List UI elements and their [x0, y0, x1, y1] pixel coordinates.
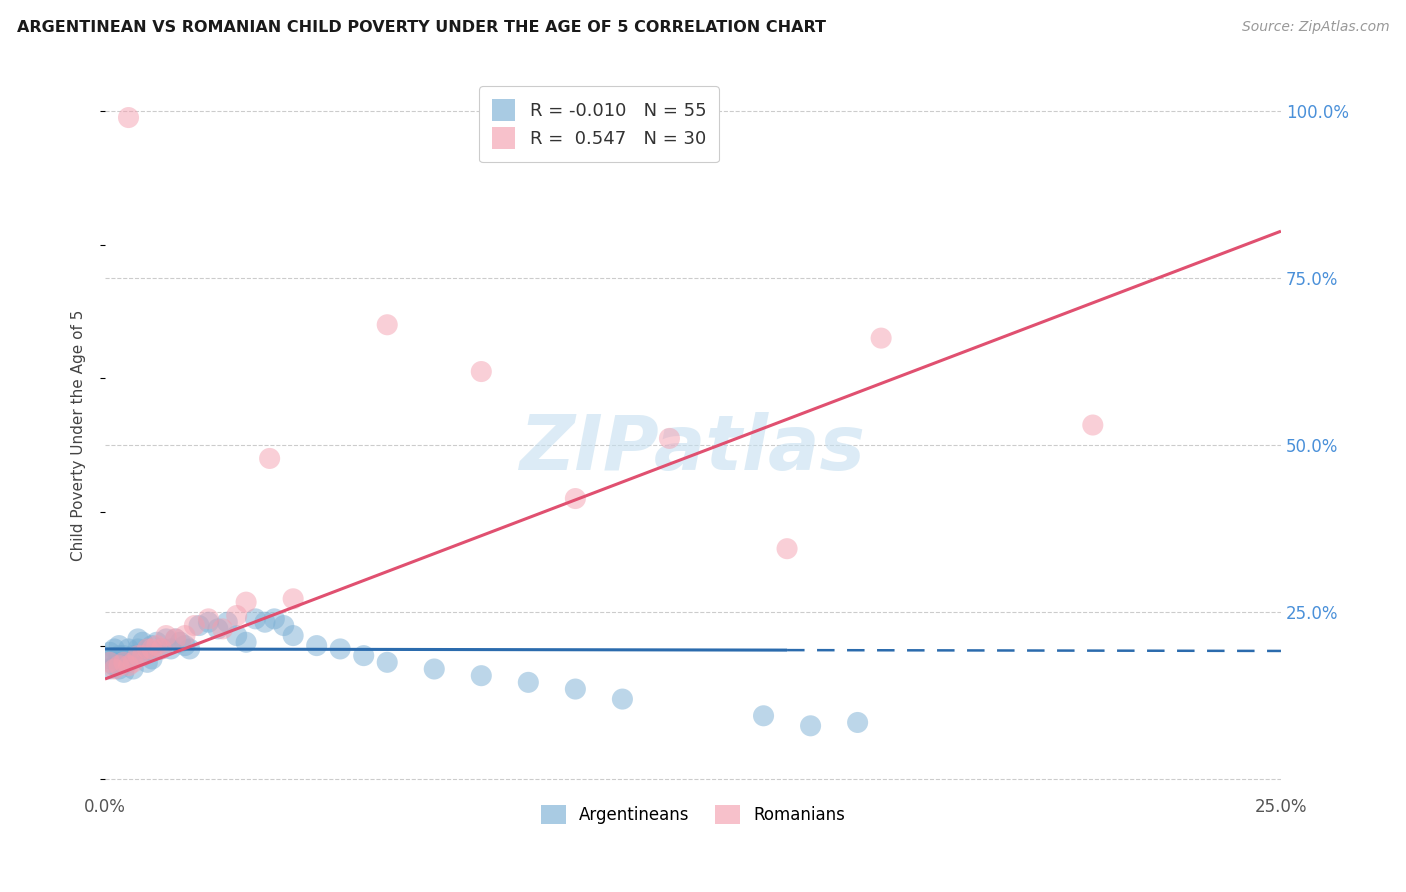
Point: [225, 629, 247, 643]
Point: [776, 541, 799, 556]
Point: [169, 635, 191, 649]
Point: [112, 656, 135, 670]
Point: [103, 662, 125, 676]
Y-axis label: Child Poverty Under the Age of 5: Child Poverty Under the Age of 5: [72, 310, 86, 561]
Point: [117, 656, 139, 670]
Point: [470, 668, 492, 682]
Point: [281, 591, 304, 606]
Point: [112, 656, 135, 670]
Point: [197, 612, 219, 626]
Point: [658, 431, 681, 445]
Legend: Argentineans, Romanians: Argentineans, Romanians: [531, 795, 855, 834]
Point: [155, 629, 177, 643]
Point: [375, 318, 398, 332]
Point: [160, 642, 183, 657]
Point: [122, 648, 145, 663]
Point: [165, 632, 187, 646]
Point: [281, 629, 304, 643]
Point: [122, 656, 145, 670]
Point: [103, 652, 125, 666]
Text: ZIPatlas: ZIPatlas: [520, 412, 866, 486]
Point: [800, 719, 823, 733]
Point: [103, 658, 125, 673]
Point: [259, 451, 281, 466]
Point: [564, 681, 586, 696]
Point: [112, 648, 135, 663]
Point: [122, 662, 145, 676]
Point: [207, 622, 229, 636]
Point: [174, 639, 197, 653]
Point: [155, 632, 177, 646]
Point: [353, 648, 375, 663]
Point: [150, 642, 173, 657]
Point: [98, 652, 121, 666]
Point: [141, 639, 163, 653]
Point: [245, 612, 267, 626]
Point: [174, 629, 197, 643]
Point: [117, 111, 139, 125]
Point: [145, 635, 167, 649]
Text: Source: ZipAtlas.com: Source: ZipAtlas.com: [1241, 20, 1389, 34]
Point: [517, 675, 540, 690]
Point: [225, 608, 247, 623]
Point: [108, 648, 131, 663]
Point: [127, 648, 149, 663]
Point: [235, 635, 257, 649]
Point: [235, 595, 257, 609]
Point: [375, 656, 398, 670]
Point: [150, 642, 173, 657]
Point: [108, 662, 131, 676]
Point: [197, 615, 219, 630]
Point: [273, 618, 295, 632]
Point: [329, 642, 352, 657]
Point: [305, 639, 328, 653]
Text: ARGENTINEAN VS ROMANIAN CHILD POVERTY UNDER THE AGE OF 5 CORRELATION CHART: ARGENTINEAN VS ROMANIAN CHILD POVERTY UN…: [17, 20, 825, 35]
Point: [179, 642, 201, 657]
Point: [103, 642, 125, 657]
Point: [217, 615, 239, 630]
Point: [108, 639, 131, 653]
Point: [752, 708, 775, 723]
Point: [145, 639, 167, 653]
Point: [141, 642, 163, 657]
Point: [423, 662, 446, 676]
Point: [117, 658, 139, 673]
Point: [1081, 417, 1104, 432]
Point: [263, 612, 285, 626]
Point: [846, 715, 869, 730]
Point: [136, 642, 159, 657]
Point: [117, 642, 139, 657]
Point: [108, 658, 131, 673]
Point: [131, 648, 153, 663]
Point: [136, 656, 159, 670]
Point: [165, 632, 187, 646]
Point: [98, 656, 121, 670]
Point: [127, 632, 149, 646]
Point: [127, 642, 149, 657]
Point: [98, 662, 121, 676]
Point: [564, 491, 586, 506]
Point: [253, 615, 276, 630]
Point: [870, 331, 893, 345]
Point: [131, 635, 153, 649]
Point: [188, 618, 211, 632]
Point: [98, 645, 121, 659]
Point: [470, 365, 492, 379]
Point: [136, 642, 159, 657]
Point: [211, 622, 233, 636]
Point: [131, 648, 153, 663]
Point: [112, 665, 135, 680]
Point: [141, 652, 163, 666]
Point: [612, 692, 634, 706]
Point: [183, 618, 205, 632]
